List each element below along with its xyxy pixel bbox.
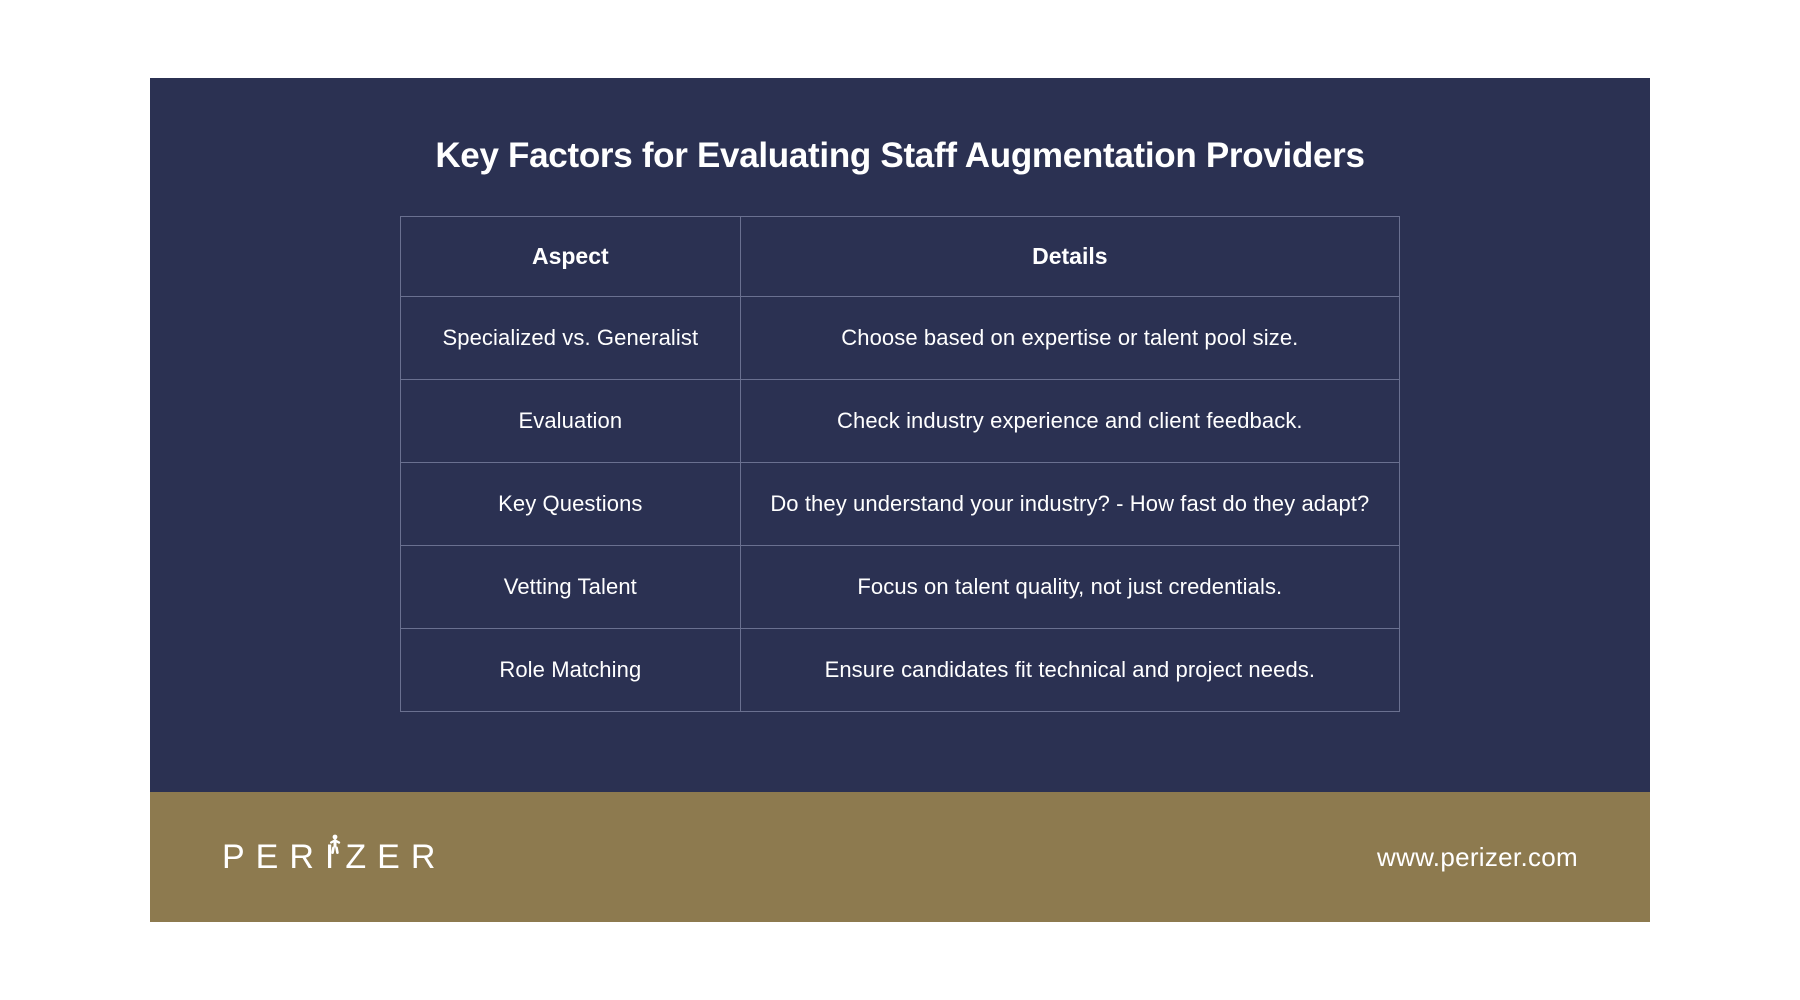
col-header-details: Details [740,217,1399,297]
table-row: Key Questions Do they understand your in… [401,463,1400,546]
cell-aspect: Role Matching [401,629,741,712]
person-icon [328,834,343,855]
brand-text-part2: ZER [345,838,446,877]
brand-i-with-icon: I [325,838,345,877]
main-panel: Key Factors for Evaluating Staff Augment… [150,78,1650,792]
cell-aspect: Evaluation [401,380,741,463]
page-title: Key Factors for Evaluating Staff Augment… [435,136,1364,176]
cell-details: Focus on talent quality, not just creden… [740,546,1399,629]
table-row: Vetting Talent Focus on talent quality, … [401,546,1400,629]
cell-details: Ensure candidates fit technical and proj… [740,629,1399,712]
cell-aspect: Key Questions [401,463,741,546]
footer-url: www.perizer.com [1377,842,1578,873]
table-row: Role Matching Ensure candidates fit tech… [401,629,1400,712]
brand-logo: PERIZER [222,838,446,877]
cell-aspect: Specialized vs. Generalist [401,297,741,380]
cell-details: Do they understand your industry? - How … [740,463,1399,546]
table-row: Specialized vs. Generalist Choose based … [401,297,1400,380]
col-header-aspect: Aspect [401,217,741,297]
cell-aspect: Vetting Talent [401,546,741,629]
cell-details: Choose based on expertise or talent pool… [740,297,1399,380]
table-row: Evaluation Check industry experience and… [401,380,1400,463]
footer-bar: PERIZER www.perizer.com [150,792,1650,922]
brand-text-part1: PER [222,838,325,877]
table-header-row: Aspect Details [401,217,1400,297]
cell-details: Check industry experience and client fee… [740,380,1399,463]
factors-table: Aspect Details Specialized vs. Generalis… [400,216,1400,712]
infographic-card: Key Factors for Evaluating Staff Augment… [150,78,1650,922]
